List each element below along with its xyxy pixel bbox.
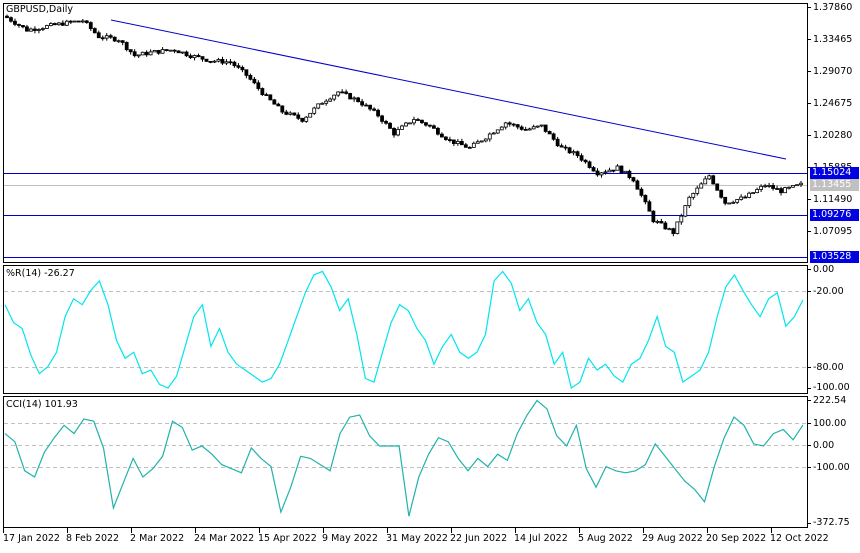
cci-panel-frame [3, 396, 808, 528]
oscillator-axes [807, 269, 811, 524]
wpr-tick-label: -20.00 [813, 286, 844, 297]
cci-tick-label: -100.00 [813, 462, 850, 473]
cci-tick-label: -372.75 [813, 517, 850, 528]
time-label: 9 May 2022 [322, 533, 378, 544]
time-label: 15 Apr 2022 [258, 533, 317, 544]
price-tick-label: 1.33465 [813, 34, 853, 45]
time-label: 29 Aug 2022 [642, 533, 703, 544]
cci-tick-label: 0.00 [813, 440, 835, 451]
time-label: 5 Aug 2022 [578, 533, 633, 544]
price-tick-label: 1.20280 [813, 130, 853, 141]
cci-tick-label: 222.54 [813, 395, 847, 406]
trendline[interactable] [110, 19, 787, 160]
cci-line [4, 399, 804, 517]
time-label: 24 Mar 2022 [194, 533, 255, 544]
wpr-panel-frame [3, 265, 808, 394]
cci-title: CCI(14) 101.93 [6, 399, 78, 410]
time-label: 17 Jan 2022 [3, 533, 60, 544]
time-label: 12 Oct 2022 [770, 533, 829, 544]
time-label: 2 Mar 2022 [130, 533, 185, 544]
bid-price-tag: 1.13455 [810, 179, 859, 191]
symbol-title: GBPUSD,Daily [6, 4, 73, 15]
wpr-tick-label: -80.00 [813, 362, 844, 373]
wpr-title: %R(14) -26.27 [6, 268, 75, 279]
price-tick-label: 1.07095 [813, 226, 853, 237]
time-label: 22 Jun 2022 [450, 533, 508, 544]
time-axis-ticks [3, 528, 772, 533]
price-tick-label: 1.37860 [813, 2, 853, 13]
time-label: 8 Feb 2022 [66, 533, 120, 544]
time-label: 20 Sep 2022 [706, 533, 767, 544]
candlestick-series [5, 14, 803, 237]
price-panel-frame [3, 3, 808, 263]
price-tick-label: 1.29070 [813, 66, 853, 77]
level-tag-1-03528: 1.03528 [810, 251, 859, 263]
wpr-line [4, 270, 804, 389]
level-tag-1-15024: 1.15024 [810, 167, 859, 179]
price-tick-label: 1.11490 [813, 194, 853, 205]
time-label: 31 May 2022 [386, 533, 448, 544]
wpr-tick-label: -100.00 [813, 382, 850, 393]
price-tick-label: 1.24675 [813, 98, 853, 109]
cci-tick-label: 100.00 [813, 418, 847, 429]
wpr-tick-label: 0.00 [813, 264, 835, 275]
level-tag-1-09276: 1.09276 [810, 209, 859, 221]
time-label: 14 Jul 2022 [514, 533, 568, 544]
price-axis [807, 7, 811, 232]
